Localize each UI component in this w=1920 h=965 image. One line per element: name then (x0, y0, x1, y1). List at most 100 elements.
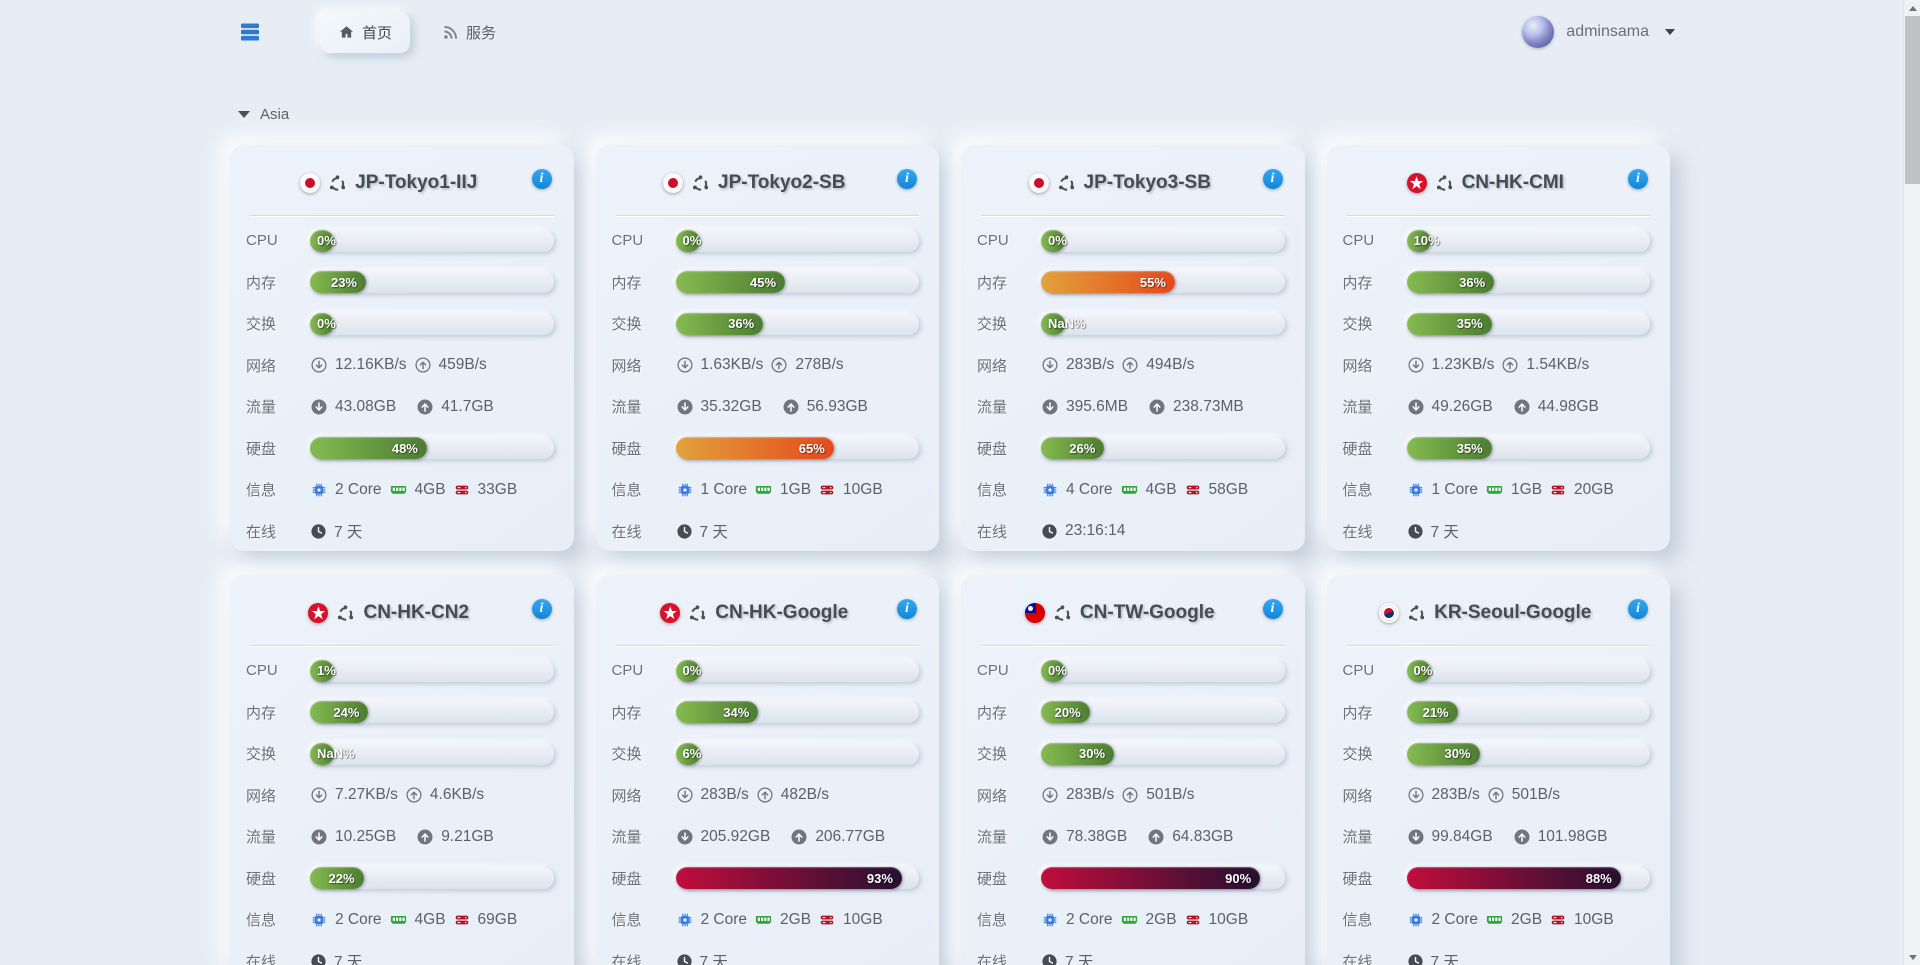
memory-progress-bar: 24% (310, 701, 554, 724)
scrollbar-down-button[interactable] (1904, 949, 1920, 965)
ram-value: 4GB (414, 480, 446, 498)
disk-progress-bar: 22% (310, 867, 554, 890)
info-icon[interactable] (1628, 169, 1648, 189)
row-memory: 内存 34% (612, 692, 924, 734)
tab-services-label: 服务 (466, 24, 497, 42)
stat-label: 网络 (611, 357, 642, 375)
flag-icon (300, 173, 321, 193)
upload-arrow-icon (414, 356, 432, 374)
row-network: 网络 7.27KB/s 4.6 (246, 775, 558, 817)
scrollbar-thumb[interactable] (1905, 16, 1920, 184)
download-filled-icon (310, 828, 328, 846)
network-values: 283B/s 501B/s (1407, 786, 1655, 804)
server-name: JP-Tokyo3-SB (1083, 172, 1211, 193)
swap-progress-label: 6% (682, 746, 702, 762)
navbar: 首页 服务 adminsama (0, 0, 1920, 64)
stat-rows: CPU 10% 内存 36% 交换 (1327, 216, 1671, 551)
disk-progress-fill: 26% (1041, 437, 1105, 460)
stat-label: 流量 (1342, 829, 1373, 847)
download-arrow-icon (310, 786, 328, 804)
stat-label: 网络 (611, 787, 642, 805)
row-traffic: 流量 205.92GB (612, 816, 924, 858)
cores-value: 2 Core (335, 910, 382, 928)
disk-progress-label: 22% (328, 870, 355, 886)
info-icon[interactable] (897, 599, 917, 619)
traffic-down-value: 35.32GB (700, 397, 762, 415)
stat-rows: CPU 0% 内存 23% 交换 0 (230, 216, 574, 551)
disk-progress-fill: 65% (675, 437, 834, 460)
row-swap: 交换 0% (246, 303, 558, 345)
info-icon[interactable] (897, 169, 917, 189)
row-disk: 硬盘 88% (1343, 858, 1655, 900)
swap-progress-label: NaN% (1048, 316, 1086, 332)
swap-progress-bar: NaN% (310, 742, 554, 765)
traffic-values: 395.6MB 238.73MB (1041, 398, 1289, 416)
stat-label: 在线 (1342, 953, 1373, 965)
flag-icon (1028, 173, 1049, 193)
cores-value: 1 Core (1431, 480, 1479, 498)
upload-filled-icon (1513, 828, 1531, 846)
net-up-value: 501B/s (1511, 786, 1561, 804)
storage-value: 33GB (477, 480, 518, 498)
info-icon[interactable] (1262, 599, 1283, 619)
tab-home[interactable]: 首页 (320, 11, 411, 53)
server-card: JP-Tokyo3-SB CPU 0% 内存 55% (961, 145, 1305, 551)
server-name: CN-TW-Google (1079, 602, 1215, 623)
user-menu[interactable]: adminsama (1522, 16, 1675, 48)
cores-value: 1 Core (700, 480, 748, 498)
stat-label: 流量 (246, 829, 277, 847)
scrollbar (1903, 0, 1920, 965)
stat-label: 硬盘 (246, 440, 277, 458)
row-info: 信息 4 Core (977, 469, 1289, 511)
row-swap: 交换 36% (612, 303, 924, 345)
traffic-down-value: 78.38GB (1066, 827, 1128, 845)
network-values: 283B/s 482B/s (676, 786, 924, 804)
info-icon[interactable] (531, 169, 552, 189)
download-filled-icon (1041, 398, 1059, 416)
stat-label: 内存 (977, 704, 1008, 722)
row-online: 在线 7 天 (246, 941, 558, 965)
uptime-value: 7 天 (1430, 954, 1459, 965)
ubuntu-icon (1407, 604, 1426, 623)
info-icon[interactable] (1262, 169, 1283, 189)
stat-label: 交换 (246, 316, 277, 334)
server-stack-icon[interactable] (238, 20, 262, 44)
row-disk: 硬盘 48% (246, 428, 558, 470)
row-info: 信息 2 Core (246, 469, 558, 511)
swap-progress-label: 30% (1444, 746, 1471, 762)
region-header-asia[interactable]: Asia (238, 106, 1920, 123)
row-network: 网络 283B/s 501B/ (977, 775, 1289, 817)
scrollbar-up-button[interactable] (1904, 0, 1920, 16)
tab-services[interactable]: 服务 (424, 12, 514, 53)
row-online: 在线 7 天 (612, 941, 924, 965)
memory-progress-label: 21% (1422, 704, 1449, 720)
row-info: 信息 1 Core (612, 469, 924, 511)
stat-rows: CPU 0% 内存 34% 交换 6 (596, 646, 940, 965)
header-divider (981, 215, 1285, 216)
row-swap: 交换 NaN% (246, 733, 558, 775)
disk-progress-label: 35% (1456, 440, 1483, 456)
disk-progress-label: 65% (798, 440, 825, 456)
server-card: CN-HK-Google CPU 0% 内存 34% (595, 575, 940, 965)
traffic-up-value: 56.93GB (806, 397, 868, 415)
info-icon[interactable] (531, 599, 552, 619)
flag-icon (663, 173, 684, 193)
network-values: 283B/s 494B/s (1041, 356, 1289, 374)
info-icon[interactable] (1628, 599, 1648, 619)
disk-progress-label: 88% (1585, 870, 1612, 886)
row-memory: 内存 36% (1343, 262, 1655, 304)
clock-icon (676, 953, 693, 965)
card-header: JP-Tokyo1-IIJ (230, 145, 574, 211)
ubuntu-icon (1057, 174, 1076, 193)
ram-icon (754, 910, 773, 929)
stat-label: 内存 (1342, 704, 1373, 722)
row-traffic: 流量 35.32GB (612, 386, 924, 428)
disk-progress-label: 48% (391, 440, 418, 456)
ram-icon (754, 480, 773, 499)
server-grid: JP-Tokyo1-IIJ CPU 0% 内存 23% (230, 145, 1670, 965)
row-online: 在线 23:16:14 (977, 511, 1289, 552)
server-name: JP-Tokyo2-SB (718, 172, 846, 193)
region-caret-icon (238, 111, 250, 118)
row-network: 网络 283B/s 482B/ (612, 775, 924, 817)
row-disk: 硬盘 65% (612, 428, 924, 470)
